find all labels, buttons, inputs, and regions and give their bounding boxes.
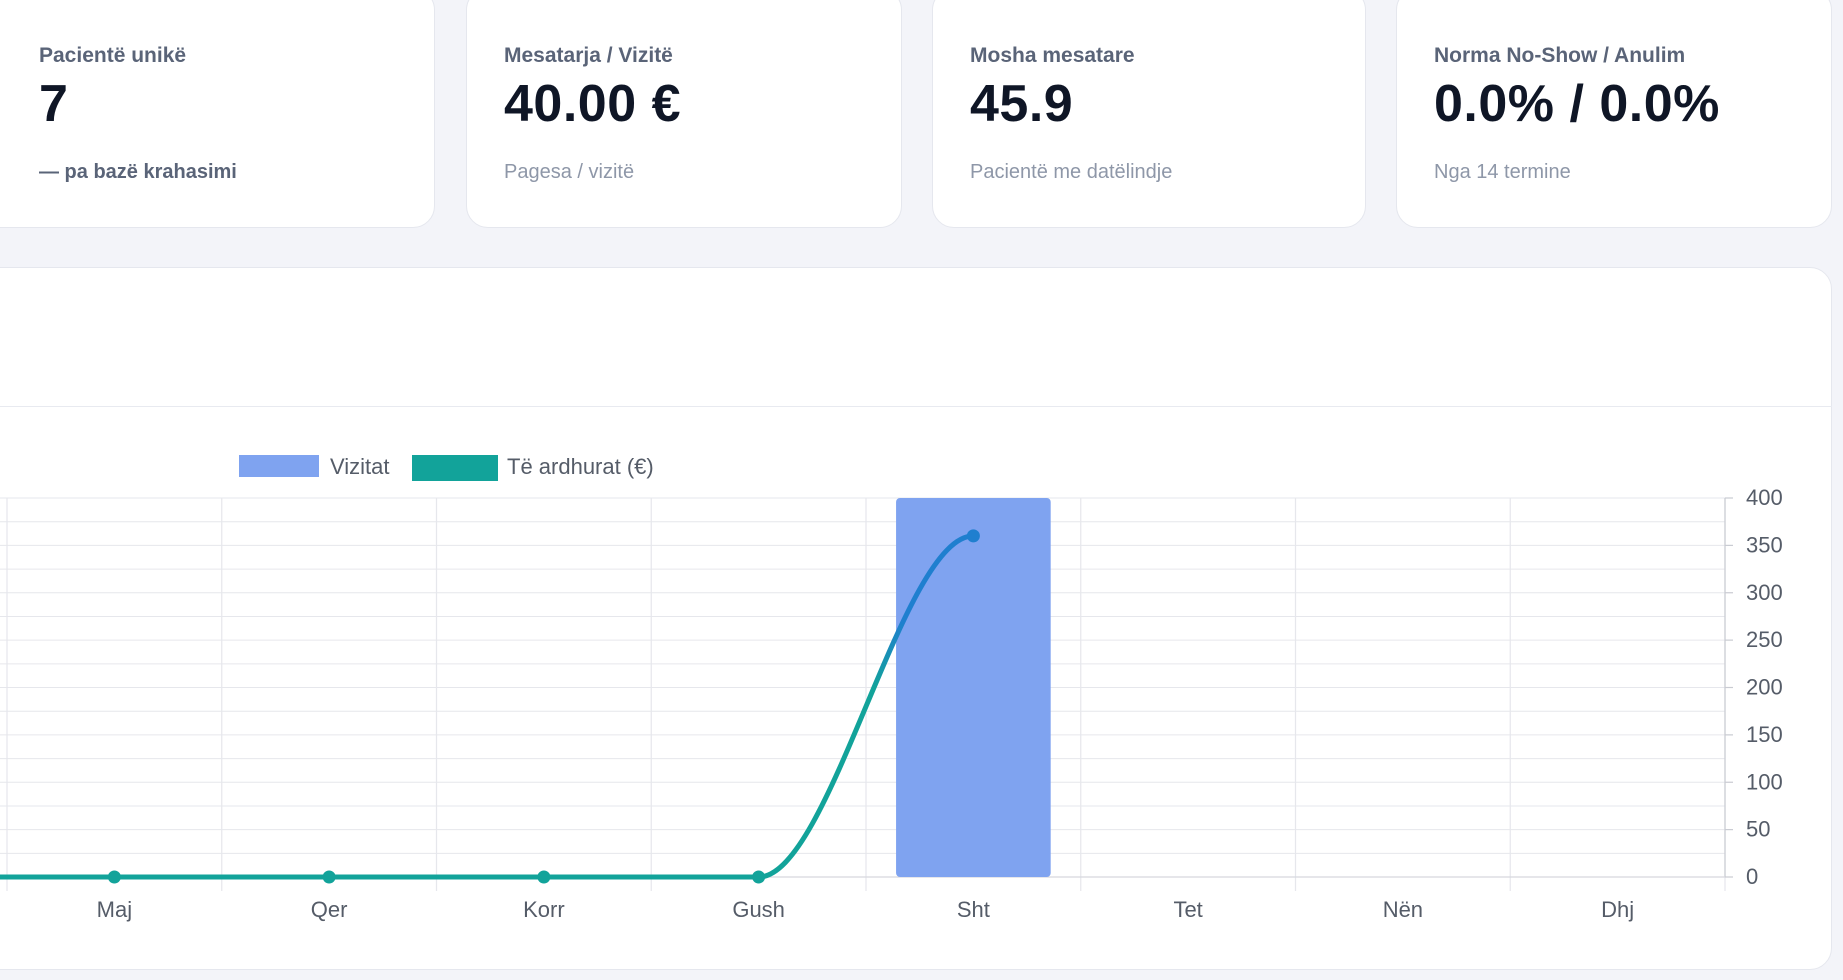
kpi-label: Pacientë unikë <box>39 44 187 67</box>
kpi-card-average-per-visit: Mesatarja / Vizitë 40.00 € Pagesa / vizi… <box>466 0 902 228</box>
kpi-value: 0.0% / 0.0% <box>1434 75 1720 133</box>
kpi-label: Mesatarja / Vizitë <box>504 44 673 67</box>
kpi-card-average-age: Mosha mesatare 45.9 Pacientë me datëlind… <box>932 0 1366 228</box>
kpi-sub: — pa bazë krahasimi <box>39 161 237 183</box>
kpi-sub: Pagesa / vizitë <box>504 161 635 183</box>
kpi-label: Norma No-Show / Anulim <box>1434 44 1686 67</box>
kpi-card-unique-patients: Pacientë unikë 7 — pa bazë krahasimi <box>0 0 435 228</box>
kpi-sub: Pacientë me datëlindje <box>970 161 1173 183</box>
kpi-value: 45.9 <box>970 75 1074 133</box>
kpi-value: 7 <box>39 75 69 133</box>
chart-card <box>0 267 1832 970</box>
kpi-sub: Nga 14 termine <box>1434 161 1571 183</box>
kpi-card-no-show-rate: Norma No-Show / Anulim 0.0% / 0.0% Nga 1… <box>1396 0 1832 228</box>
kpi-label: Mosha mesatare <box>970 44 1135 67</box>
kpi-value: 40.00 € <box>504 75 681 133</box>
chart-divider <box>0 406 1832 407</box>
kpi-row: Pacientë unikë 7 — pa bazë krahasimi Mes… <box>0 0 1843 228</box>
